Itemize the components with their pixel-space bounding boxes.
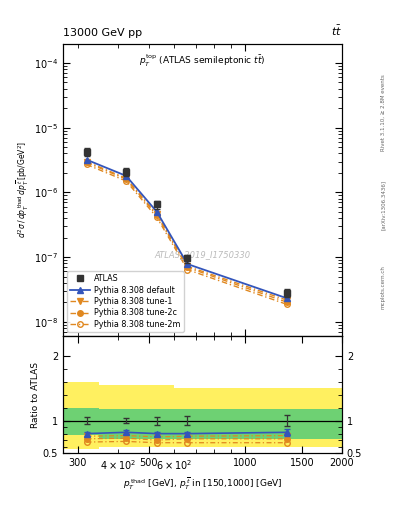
- Text: [arXiv:1306.3436]: [arXiv:1306.3436]: [381, 180, 386, 230]
- Text: $t\bar{t}$: $t\bar{t}$: [331, 24, 342, 38]
- Text: ATLAS_2019_I1750330: ATLAS_2019_I1750330: [154, 250, 250, 259]
- X-axis label: $p_T^{\,\rm thad}$ [GeV], $p_T^{\,\overline{t}}$ in [150,1000] [GeV]: $p_T^{\,\rm thad}$ [GeV], $p_T^{\,\overl…: [123, 476, 282, 493]
- Legend: ATLAS, Pythia 8.308 default, Pythia 8.308 tune-1, Pythia 8.308 tune-2c, Pythia 8: ATLAS, Pythia 8.308 default, Pythia 8.30…: [67, 271, 184, 332]
- Text: Rivet 3.1.10, ≥ 2.8M events: Rivet 3.1.10, ≥ 2.8M events: [381, 74, 386, 151]
- Text: $p_T^{\rm top}$ (ATLAS semileptonic $t\bar{t}$): $p_T^{\rm top}$ (ATLAS semileptonic $t\b…: [139, 52, 266, 69]
- Text: mcplots.cern.ch: mcplots.cern.ch: [381, 265, 386, 309]
- Y-axis label: $d^2\sigma\,/\,dp_T^{\,\rm thad}\,dp_T^{\,\overline{t}}\,[\mathrm{pb/GeV}^2]$: $d^2\sigma\,/\,dp_T^{\,\rm thad}\,dp_T^{…: [15, 141, 31, 239]
- Y-axis label: Ratio to ATLAS: Ratio to ATLAS: [31, 361, 40, 428]
- Text: 13000 GeV pp: 13000 GeV pp: [63, 28, 142, 38]
